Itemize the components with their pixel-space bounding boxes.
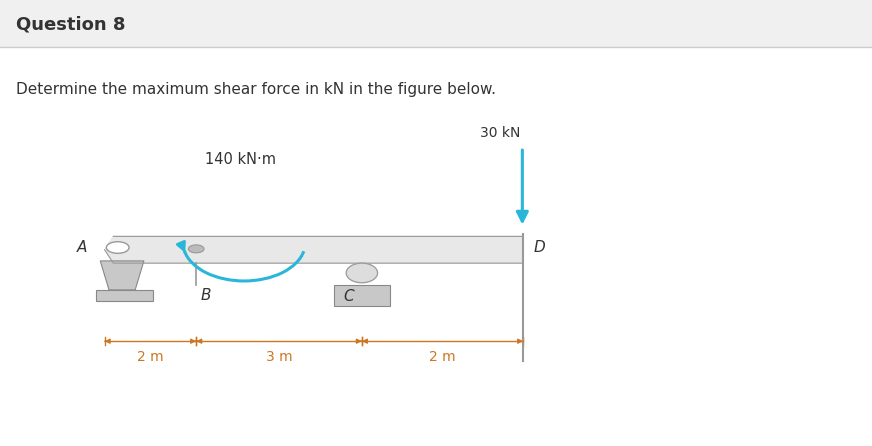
Text: 2 m: 2 m (429, 350, 456, 364)
Polygon shape (105, 236, 523, 263)
Text: Determine the maximum shear force in kN in the figure below.: Determine the maximum shear force in kN … (16, 82, 495, 97)
Text: 2 m: 2 m (137, 350, 164, 364)
Circle shape (188, 245, 204, 253)
Polygon shape (96, 290, 153, 301)
Text: Question 8: Question 8 (16, 16, 126, 33)
Circle shape (106, 242, 129, 253)
FancyBboxPatch shape (333, 285, 390, 306)
Text: 30 kN: 30 kN (480, 127, 521, 140)
Polygon shape (100, 261, 144, 290)
Text: D: D (534, 240, 545, 255)
Ellipse shape (346, 263, 378, 283)
Text: 140 kN·m: 140 kN·m (205, 152, 276, 167)
Text: 3 m: 3 m (266, 350, 292, 364)
Text: B: B (201, 288, 211, 303)
Bar (0, 47, 872, 446)
Bar (0, 0, 872, 47)
Text: A: A (77, 240, 87, 255)
Text: C: C (344, 289, 354, 304)
